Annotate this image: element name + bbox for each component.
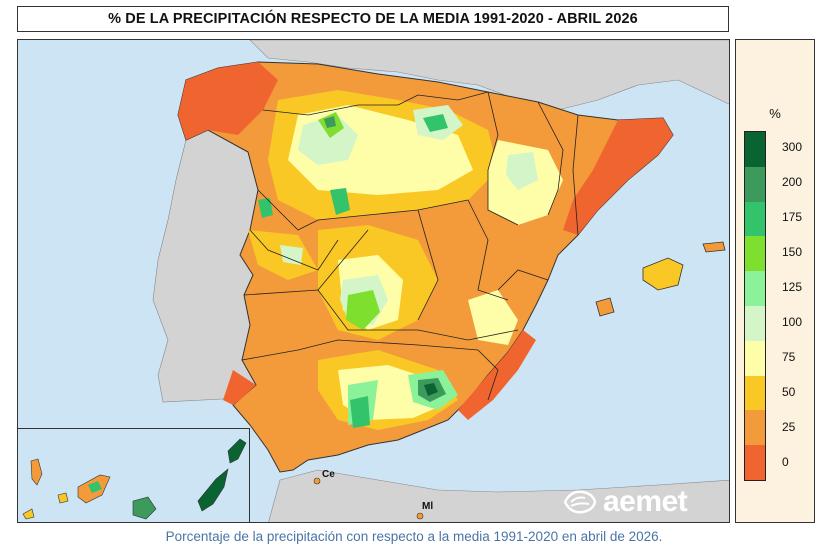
legend-label: 125 [782,279,803,294]
legend-swatch [745,132,765,167]
legend-swatch [745,340,765,376]
aemet-logo-icon [563,490,597,514]
map-title: % DE LA PRECIPITACIÓN RESPECTO DE LA MED… [17,6,729,32]
green-south-west [350,396,370,428]
la-gomera [57,492,69,504]
red-southeast [458,330,536,420]
green-center [346,290,380,330]
legend-unit: % [769,106,781,121]
red-portugal-border [223,370,256,405]
gran-canaria [132,496,157,520]
aemet-logo-text: aemet [603,485,688,518]
legend-color-bar [744,131,766,481]
light-ebro [506,152,538,190]
precipitation-map: Ce Ml aemet [17,39,730,523]
legend-swatch [745,305,765,341]
green-nb [423,114,448,132]
legend-swatch [745,166,765,202]
africa-land [268,469,729,522]
legend-swatch [745,236,765,272]
darkgreen-south-east [424,383,438,396]
melilla-dot [416,512,424,520]
lightgreen-west [280,245,303,265]
la-palma [30,458,43,486]
legend-swatch [745,271,765,306]
legend-label: 100 [782,314,803,329]
region-borders [241,91,579,401]
ceuta-dot [313,477,321,485]
legend-label: 75 [782,349,796,364]
melilla-label: Ml [422,501,434,512]
red-northwest [178,62,278,140]
fuerteventura [197,468,229,512]
legend-swatch [745,410,765,446]
legend-label: 150 [782,244,803,259]
ceuta-label: Ce [322,469,335,480]
legend-label: 300 [782,139,803,154]
mallorca [642,257,684,291]
aemet-logo: aemet [563,485,688,519]
ibiza [595,297,615,317]
legend-label: 50 [782,384,796,399]
legend: % 300 200 175 150 125 100 75 50 25 0 [735,39,815,523]
lightyellow-east [468,290,518,345]
canary-islands-inset [18,428,250,522]
legend-label: 175 [782,209,803,224]
map-svg [152,40,729,522]
caption: Porcentaje de la precipitación con respe… [165,529,663,544]
legend-label: 200 [782,174,803,189]
darkgreen-north [324,116,336,128]
green-west-border [258,198,273,218]
el-hierro [22,508,35,520]
legend-swatch [745,375,765,411]
menorca [702,241,726,253]
legend-swatch [745,201,765,237]
legend-label: 0 [782,454,789,469]
lanzarote [227,438,247,464]
legend-swatch [745,445,765,480]
green-center-north [330,188,350,215]
tenerife-green [88,481,102,493]
red-east-coast [563,118,673,235]
canary-svg [22,438,247,520]
legend-label: 25 [782,419,796,434]
